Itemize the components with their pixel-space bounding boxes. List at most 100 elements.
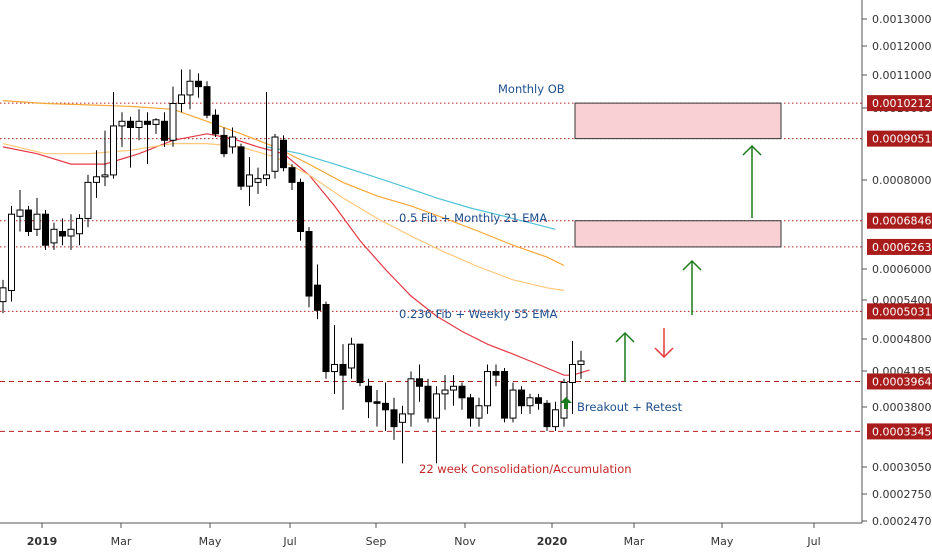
time-tick-label-0: 2019: [27, 535, 58, 548]
candle-47: [399, 405, 406, 464]
candle-2: [16, 190, 24, 232]
price-tick-label-11: 0.0002750: [872, 488, 932, 501]
candle-body-10: [84, 181, 92, 219]
candle-38: [322, 301, 330, 379]
candle-body-56: [475, 405, 483, 419]
level-badge-4: [867, 303, 932, 320]
candle-29: [246, 157, 253, 206]
candle-15: [127, 116, 134, 168]
candle-59: [501, 367, 508, 423]
level-badge-label-2: 0.0006846: [872, 215, 932, 228]
candle-20: [169, 86, 177, 147]
candle-17: [144, 112, 151, 165]
level-badge-label-4: 0.0005031: [872, 305, 932, 318]
candle-24: [203, 81, 211, 119]
candle-23: [195, 73, 202, 98]
candle-body-12: [101, 174, 109, 178]
time-tick-label-4: Sep: [366, 535, 387, 548]
candle-body-21: [178, 94, 185, 104]
candle-body-22: [186, 80, 194, 96]
consolidation-label: 22 week Consolidation/Accumulation: [419, 462, 632, 476]
candle-39: [331, 325, 338, 394]
candle-body-1: [8, 213, 15, 292]
candle-body-45: [382, 402, 389, 411]
candle-7: [59, 218, 66, 246]
candle-body-4: [33, 213, 41, 230]
candle-body-8: [67, 228, 75, 237]
candle-25: [212, 109, 219, 138]
candle-body-18: [152, 119, 160, 125]
candle-41: [348, 337, 355, 379]
candle-21: [178, 69, 185, 113]
level-badge-0: [867, 95, 932, 112]
candle-45: [382, 382, 389, 431]
level-badge-1: [867, 130, 932, 147]
price-tick-label-4: 0.0008000: [872, 174, 932, 187]
candle-68: [577, 350, 585, 379]
candle-5: [42, 210, 49, 250]
candle-body-11: [93, 176, 100, 183]
candle-body-36: [305, 231, 313, 297]
candle-8: [67, 214, 75, 250]
candle-body-68: [577, 360, 585, 365]
candle-body-29: [246, 174, 253, 187]
candle-0: [0, 279, 7, 314]
candle-body-53: [450, 385, 457, 391]
candle-body-14: [118, 120, 126, 127]
fib-05-label: 0.5 Fib + Monthly 21 EMA: [399, 211, 547, 225]
candle-body-48: [407, 378, 415, 415]
candle-43: [365, 378, 372, 419]
candle-body-38: [322, 303, 330, 373]
candle-body-15: [127, 120, 134, 128]
candle-body-7: [59, 231, 66, 237]
candle-54: [458, 382, 466, 410]
candle-body-67: [569, 363, 576, 384]
level-badge-6: [867, 423, 932, 440]
candle-body-28: [237, 146, 245, 187]
candle-27: [229, 127, 236, 154]
price-tick-label-0: 0.0013000: [872, 13, 932, 26]
candle-1: [8, 205, 15, 302]
candle-body-43: [365, 385, 372, 403]
breakout-label: Breakout + Retest: [577, 400, 683, 414]
candle-61: [518, 386, 525, 414]
candle-3: [25, 205, 32, 237]
level-badge-label-3: 0.0006263: [872, 241, 932, 254]
target-arrow-middle-head: [682, 259, 702, 271]
candle-34: [288, 164, 296, 191]
target-arrow-lower: [615, 331, 635, 382]
candle-53: [450, 375, 457, 406]
level-badge-label-0: 0.0010212: [872, 97, 932, 110]
candle-body-55: [467, 397, 474, 419]
candle-60: [509, 382, 517, 423]
candle-37: [314, 264, 321, 320]
candle-9: [76, 214, 83, 246]
candle-body-65: [552, 409, 559, 428]
candle-body-44: [373, 401, 381, 404]
candle-49: [416, 364, 423, 402]
candle-16: [135, 109, 143, 141]
candle-33: [280, 135, 287, 172]
candle-body-25: [212, 114, 219, 135]
candle-body-32: [271, 136, 279, 172]
candle-10: [84, 174, 92, 228]
candle-body-59: [501, 371, 508, 419]
time-tick-label-5: Nov: [454, 535, 476, 548]
moving-average-3: [266, 146, 556, 230]
time-tick-label-1: Mar: [111, 535, 132, 548]
candle-body-37: [314, 284, 321, 311]
candle-body-58: [492, 371, 500, 376]
candle-body-0: [0, 287, 7, 303]
retest-arrow-shape: [560, 397, 572, 409]
candle-body-26: [220, 134, 228, 155]
candle-body-30: [254, 178, 262, 183]
candle-22: [186, 69, 194, 110]
candle-body-13: [110, 125, 117, 176]
price-tick-label-10: 0.0003050: [872, 461, 932, 474]
candle-body-34: [288, 167, 296, 183]
monthly-ob-label: Monthly OB: [498, 82, 565, 96]
candle-35: [297, 178, 304, 241]
candle-body-20: [169, 102, 177, 141]
